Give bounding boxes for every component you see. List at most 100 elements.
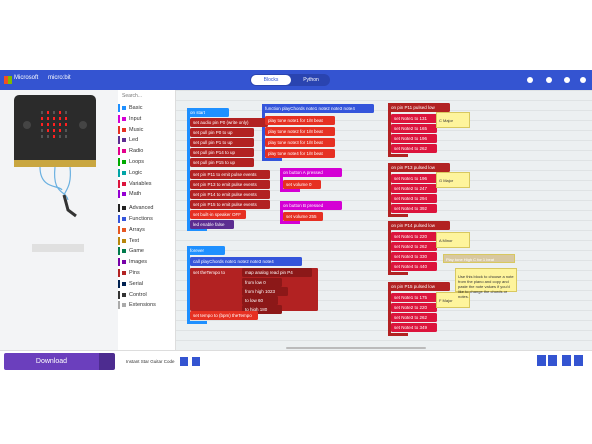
toolbox-category[interactable]: Basic: [129, 105, 143, 111]
category-icon: [122, 292, 126, 297]
product: micro:bit: [48, 75, 71, 81]
code-block: set pin P14 to emit pulse events: [190, 190, 270, 199]
sim-controls[interactable]: [32, 244, 84, 252]
code-block: set Note3 to 330: [391, 252, 437, 261]
toolbox-category[interactable]: Input: [129, 115, 142, 122]
led: [59, 123, 61, 126]
code-block: on pin P11 pulsed low: [388, 103, 450, 112]
block-frame: [388, 221, 391, 275]
category-icon: [122, 106, 126, 110]
code-block: forever: [187, 246, 225, 255]
code-block: set Note2 to 247: [391, 184, 437, 193]
led: [41, 117, 43, 120]
toolbox-category[interactable]: Serial: [129, 280, 144, 287]
scrollbar: [286, 347, 426, 349]
toolbox-category[interactable]: Math: [129, 191, 142, 198]
comment: G Major: [436, 172, 470, 188]
led: [47, 123, 49, 126]
toolbox-category[interactable]: Arrays: [129, 226, 145, 233]
category-icon: [122, 271, 126, 275]
bottom-bar: Download Instant Star Guitar Code: [0, 350, 592, 372]
toolbox-category[interactable]: Text: [129, 237, 140, 244]
code-block: set Note4 to 349: [391, 323, 437, 332]
user-icon[interactable]: [580, 77, 586, 83]
undo-button[interactable]: [537, 355, 546, 366]
category-stripe: [118, 269, 120, 277]
block-frame: [262, 104, 265, 161]
category-stripe: [118, 236, 120, 245]
category-icon: [122, 217, 126, 221]
block-frame: [280, 221, 300, 224]
toolbox-category[interactable]: Led: [129, 137, 139, 144]
toolbox-category[interactable]: Radio: [129, 148, 144, 155]
code-block: set Note1 to 220: [391, 232, 437, 241]
zoom-in[interactable]: [574, 355, 583, 366]
category-icon: [122, 192, 126, 197]
code-block: on pin P14 pulsed low: [388, 221, 450, 230]
toolbox-category[interactable]: Logic: [129, 169, 143, 176]
help-icon[interactable]: [564, 77, 570, 83]
led: [59, 135, 61, 138]
category-icon: [122, 160, 126, 164]
led: [47, 111, 49, 114]
category-stripe: [118, 258, 120, 267]
blocks-tab[interactable]: Blocks: [251, 75, 291, 85]
category-stripe: [118, 136, 120, 145]
download-button[interactable]: Download: [4, 353, 99, 370]
code-block: set Note3 to 294: [391, 194, 437, 203]
edge-pins: [14, 160, 96, 167]
category-stripe: [118, 114, 120, 123]
code-block: from high 1023: [242, 287, 288, 296]
python-tab[interactable]: Python: [303, 77, 319, 83]
code-block: on button A pressed: [280, 168, 342, 177]
toolbox-category[interactable]: Advanced: [129, 205, 154, 212]
button-b[interactable]: [79, 121, 87, 129]
code-block: set volume 0: [283, 180, 321, 189]
category-stripe: [118, 158, 120, 166]
search-box[interactable]: Search...: [122, 93, 143, 99]
led: [47, 129, 49, 132]
toolbox-category[interactable]: Images: [129, 259, 148, 266]
toolbox-category[interactable]: Extensions: [129, 302, 156, 309]
category-icon: [122, 260, 126, 265]
comment: Play tone High C for 1 beat: [443, 254, 515, 263]
code-block: set volume 255: [283, 212, 323, 221]
code-block: set Note1 to 196: [391, 174, 437, 183]
toolbox-category[interactable]: Variables: [129, 180, 152, 187]
toolbox-category[interactable]: Control: [129, 291, 147, 298]
more-button[interactable]: [99, 353, 115, 370]
category-icon: [122, 249, 126, 254]
github-button[interactable]: [192, 357, 200, 366]
category-icon: [122, 149, 126, 154]
toolbox-category[interactable]: Music: [129, 126, 144, 133]
code-block: set pin P11 to emit pulse events: [190, 170, 270, 179]
category-icon: [122, 116, 126, 121]
code-block: led enable false: [190, 220, 234, 229]
zoom-out[interactable]: [562, 355, 571, 366]
comment: C Major: [436, 112, 470, 128]
led: [53, 123, 55, 126]
led: [47, 117, 49, 120]
led: [53, 111, 55, 114]
share-icon[interactable]: [527, 77, 533, 83]
project-name[interactable]: Instant Star Guitar Code: [126, 359, 175, 364]
save-button[interactable]: [180, 357, 188, 366]
headphone-plug: [62, 194, 77, 218]
toolbox-category[interactable]: Pins: [129, 270, 140, 276]
button-a[interactable]: [23, 121, 31, 129]
redo-button[interactable]: [548, 355, 557, 366]
led: [65, 135, 67, 138]
toolbox-category[interactable]: Game: [129, 248, 144, 255]
category-stripe: [118, 104, 120, 112]
block-frame: [280, 168, 283, 192]
toolbox-category[interactable]: Functions: [129, 216, 153, 222]
code-block: to low 60: [242, 296, 278, 305]
settings-icon[interactable]: [546, 77, 552, 83]
category-stripe: [118, 225, 120, 234]
category-icon: [122, 206, 126, 211]
brand: Microsoft: [14, 75, 39, 81]
toolbox-category[interactable]: Loops: [129, 159, 144, 165]
code-block: function playChords note1 note2 note3 no…: [262, 104, 374, 113]
led: [65, 111, 67, 114]
